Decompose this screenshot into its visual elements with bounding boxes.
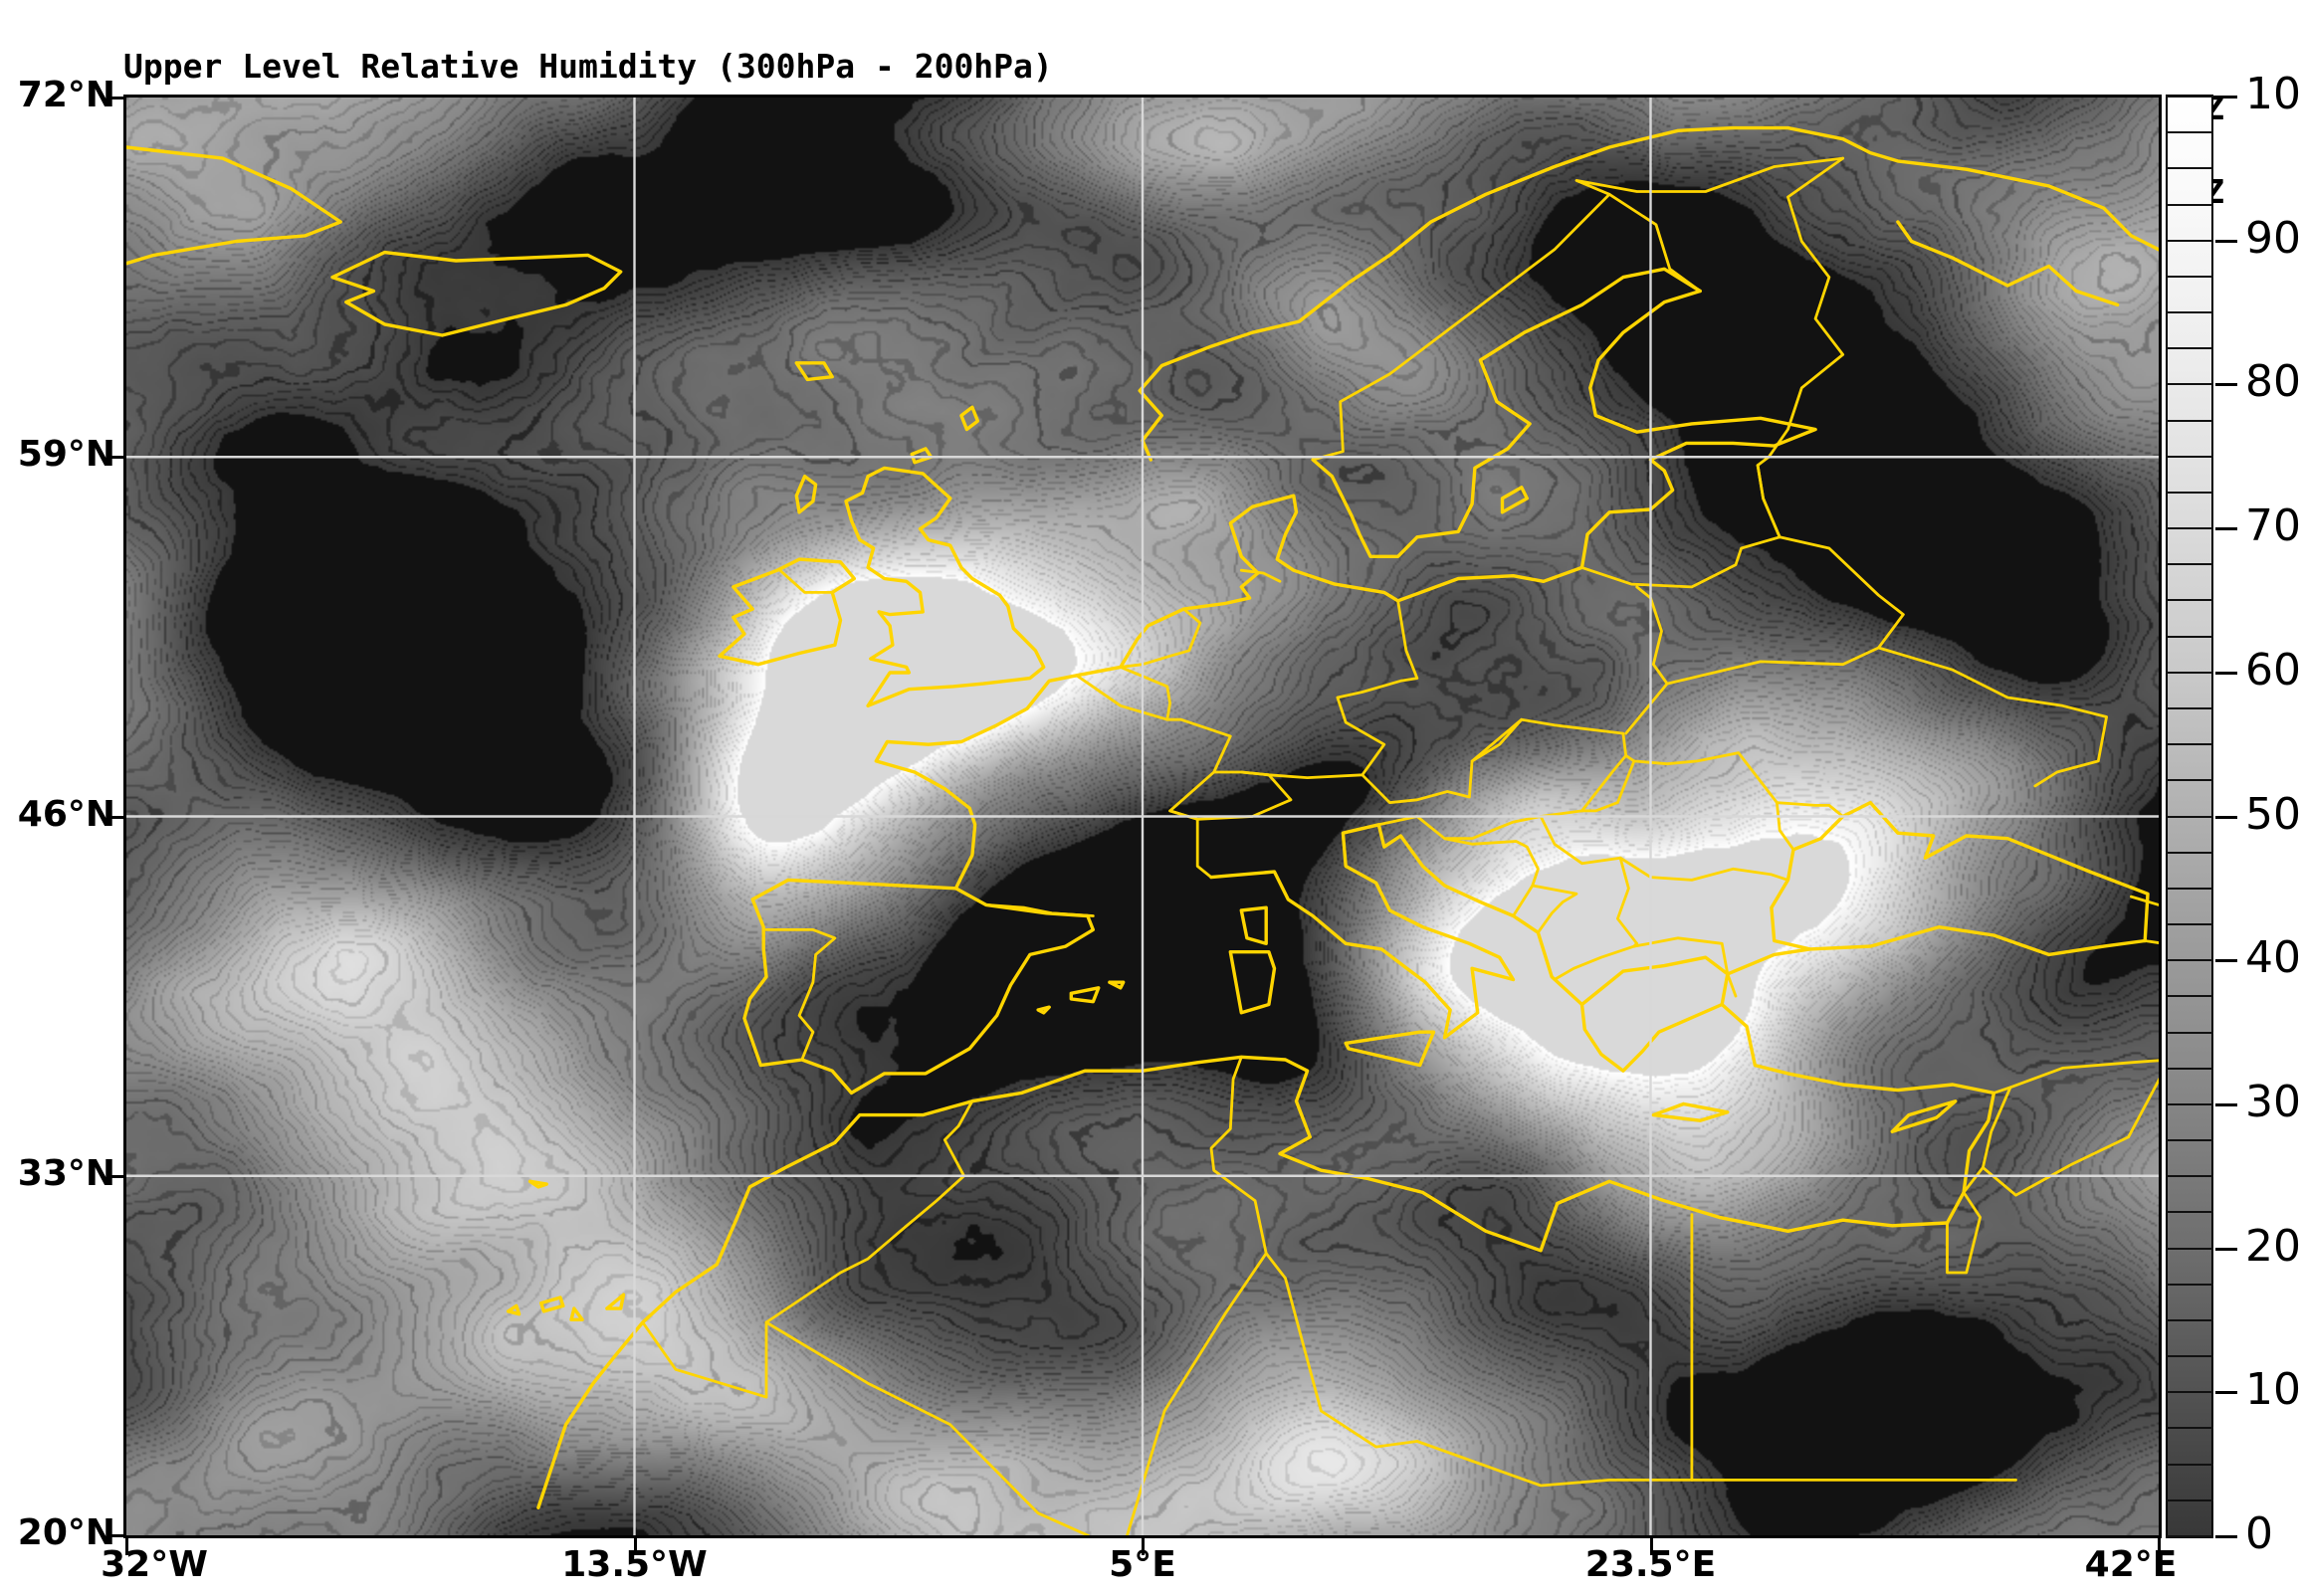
lat-tick-mark [106,97,123,100]
colorbar-contour-line [2166,1067,2213,1070]
colorbar-contour-line [2166,779,2213,782]
colorbar-tick-label: 100 [2245,69,2302,119]
colorbar-tick-mark [2215,671,2237,675]
map-plot-area[interactable] [123,95,2162,1538]
lat-tick-label: 59°N [17,434,115,476]
colorbar-tick-mark [2215,1391,2237,1395]
colorbar-tick-label: 10 [2245,1364,2301,1416]
colorbar-contour-line [2166,1427,2213,1430]
colorbar-contour-line [2166,1355,2213,1358]
colorbar-contour-line [2166,1139,2213,1142]
lon-tick-mark [2158,1538,2161,1555]
lon-tick-mark [633,1538,637,1555]
colorbar-tick-label: 20 [2245,1220,2301,1272]
colorbar-contour-line [2166,1498,2213,1501]
colorbar-tick-mark [2215,527,2237,531]
header-row-bottom: ARPEGE 0.1º +4 hours Forecast: Tuesday 2… [0,46,2302,211]
colorbar-contour-line [2166,419,2213,422]
colorbar-contour-line [2166,96,2213,98]
colorbar-tick-mark [2215,96,2237,99]
lat-tick-label: 20°N [17,1512,115,1553]
lat-tick-mark [106,1534,123,1537]
lat-tick-mark [106,456,123,460]
humidity-field-canvas [126,98,2159,1535]
colorbar-contour-line [2166,203,2213,206]
lat-tick-mark [106,1174,123,1178]
colorbar-contour-line [2166,275,2213,278]
colorbar-contour-line [2166,347,2213,350]
colorbar-contour-line [2166,706,2213,709]
colorbar-tick-label: 80 [2245,356,2301,408]
colorbar-contour-line [2166,131,2213,134]
lon-tick-mark [125,1538,128,1555]
colorbar-contour-line [2166,1463,2213,1466]
colorbar-contour-line [2166,743,2213,746]
lon-tick-mark [1649,1538,1653,1555]
colorbar-tick-mark [2215,959,2237,963]
colorbar-tick-mark [2215,1535,2237,1538]
colorbar-contour-line [2166,1211,2213,1214]
colorbar-contour-line [2166,959,2213,962]
colorbar-tick-label: 90 [2245,212,2301,264]
colorbar-contour-line [2166,311,2213,314]
colorbar-tick-label: 40 [2245,932,2301,984]
colorbar-contour-line [2166,1175,2213,1178]
lat-tick-mark [106,815,123,819]
colorbar-tick-label: 70 [2245,500,2301,552]
colorbar-tick-mark [2215,383,2237,387]
lon-tick-label: 32°W [101,1544,208,1585]
colorbar-contour-line [2166,671,2213,674]
colorbar-tick-mark [2215,1247,2237,1251]
colorbar-contour-line [2166,887,2213,890]
colorbar-contour-line [2166,527,2213,530]
colorbar-contour-line [2166,635,2213,638]
lon-tick-mark [1142,1538,1145,1555]
colorbar-contour-line [2166,1535,2213,1537]
header-row-top: Upper Level Relative Humidity (300hPa - … [0,4,2302,127]
colorbar-tick-label: 50 [2245,788,2301,840]
lon-tick-label: 42°E [2084,1544,2178,1585]
colorbar-tick-label: 0 [2245,1508,2273,1559]
colorbar-contour-line [2166,851,2213,854]
colorbar-tick-mark [2215,815,2237,819]
colorbar-tick-mark [2215,1102,2237,1106]
colorbar-contour-line [2166,167,2213,170]
colorbar-tick-label: 60 [2245,644,2301,696]
colorbar-tick-mark [2215,239,2237,243]
chart-header: Upper Level Relative Humidity (300hPa - … [0,0,2302,211]
colorbar-contour-line [2166,1318,2213,1321]
colorbar-contour-line [2166,1391,2213,1394]
colorbar-contour-line [2166,995,2213,998]
colorbar-contour-line [2166,455,2213,458]
colorbar-contour-line [2166,1102,2213,1105]
colorbar-contour-line [2166,563,2213,566]
colorbar: 1009080706050403020100 [2166,73,2302,1556]
colorbar-contour-line [2166,239,2213,242]
lat-tick-label: 46°N [17,793,115,835]
colorbar-contour-line [2166,491,2213,494]
colorbar-contour-line [2166,599,2213,602]
colorbar-contour-line [2166,1031,2213,1034]
colorbar-contour-line [2166,383,2213,386]
colorbar-tick-label: 30 [2245,1076,2301,1127]
colorbar-contour-line [2166,815,2213,818]
colorbar-contour-line [2166,923,2213,926]
colorbar-contour-line [2166,1283,2213,1286]
chart-title: Upper Level Relative Humidity (300hPa - … [123,47,1053,86]
lat-tick-label: 72°N [17,75,115,115]
colorbar-contour-line [2166,1247,2213,1250]
lat-tick-label: 33°N [17,1152,115,1194]
